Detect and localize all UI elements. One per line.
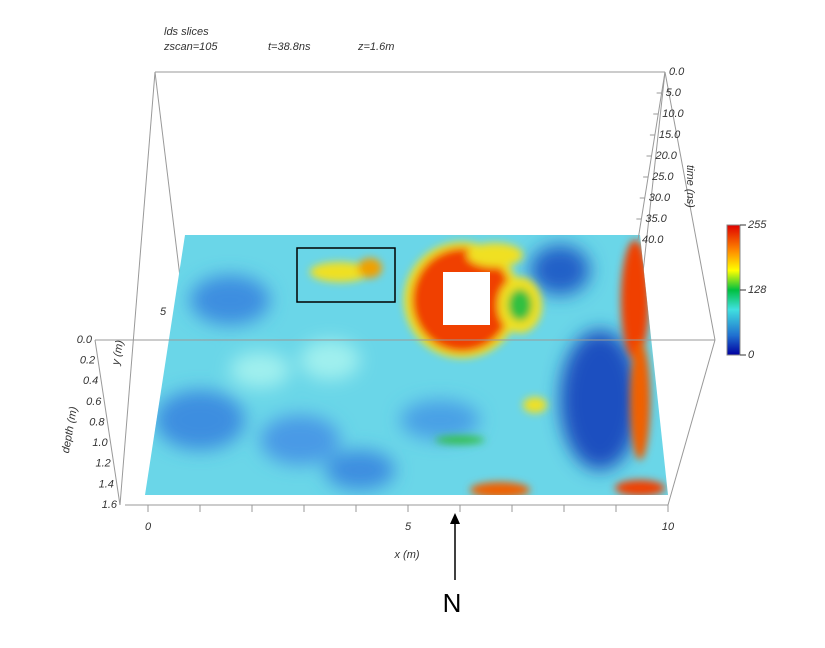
- y-axis-label: y (m): [110, 339, 126, 367]
- highlight-box: [296, 247, 396, 303]
- time-tick-label: 30.0: [649, 192, 671, 204]
- y-tick-label: 5: [160, 306, 167, 318]
- depth-tick-label: 1.0: [92, 437, 108, 449]
- time-tick-label: 25.0: [651, 171, 674, 183]
- title: lds slices: [164, 26, 209, 38]
- colorbar-tick-label: 128: [748, 284, 767, 296]
- time-tick-label: 10.0: [662, 108, 684, 120]
- time-tick-label: 40.0: [642, 234, 664, 246]
- colorbar-tick-label: 255: [747, 219, 767, 231]
- depth-tick-label: 0.0: [77, 334, 93, 346]
- time-tick-label: 20.0: [655, 150, 678, 162]
- time-tick-label: 35.0: [645, 213, 667, 225]
- depth-tick-label: 0.6: [86, 396, 102, 408]
- depth-tick-label: 0.2: [80, 355, 95, 367]
- x-tick-label: 10: [662, 521, 675, 533]
- zscan: zscan=105: [163, 41, 218, 53]
- depth-tick-label: 0.4: [83, 375, 98, 387]
- colorbar: [726, 224, 741, 356]
- x-tick-label: 0: [145, 521, 152, 533]
- axis-ticks: 0.0 5.0 10.0 15.0 20.0 25.0 30.0 35.0 40.0 0.0 0.2…: [77, 66, 768, 533]
- depth-tick-label: 1.4: [99, 478, 114, 490]
- colorbar-tick-label: 0: [748, 349, 755, 361]
- x-axis-label: x (m): [393, 549, 419, 561]
- time-tick-label: 0.0: [669, 66, 685, 78]
- depth-info: z=1.6m: [357, 41, 394, 53]
- depth-tick-label: 1.2: [95, 458, 110, 470]
- depth-tick-label: 0.8: [89, 416, 105, 428]
- time-axis-label: time (ns): [684, 165, 696, 208]
- depth-axis-label: depth (m): [60, 405, 80, 454]
- north-label: N: [443, 588, 462, 618]
- time-tick-label: 15.0: [659, 129, 681, 141]
- time-tick-label: 5.0: [666, 87, 682, 99]
- depth-tick-label: 1.6: [102, 499, 118, 511]
- arrow-head: [450, 513, 460, 524]
- time-info: t=38.8ns: [268, 41, 311, 53]
- x-tick-label: 5: [405, 521, 412, 533]
- depth-slice: [145, 235, 668, 495]
